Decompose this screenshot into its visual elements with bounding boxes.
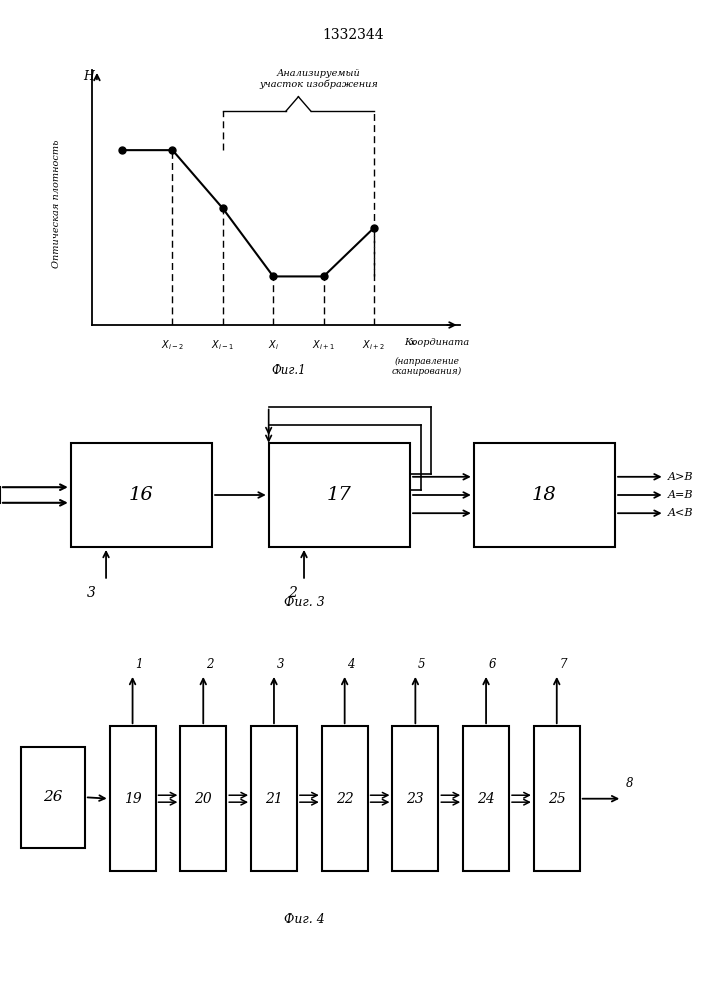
Text: 4: 4: [348, 658, 355, 671]
Text: A=B: A=B: [668, 490, 694, 500]
Text: 19: 19: [124, 792, 141, 806]
Bar: [251, 726, 297, 871]
Text: 17: 17: [327, 486, 352, 504]
Bar: [180, 726, 226, 871]
Text: 7: 7: [560, 658, 567, 671]
Bar: [322, 726, 368, 871]
Bar: [71, 443, 212, 547]
Text: Анализируемый
участок изображения: Анализируемый участок изображения: [259, 69, 378, 89]
Bar: [463, 726, 509, 871]
Text: 6: 6: [489, 658, 496, 671]
Bar: [269, 443, 410, 547]
Text: H: H: [83, 70, 95, 83]
Text: 5: 5: [419, 658, 426, 671]
Text: 22: 22: [336, 792, 354, 806]
Bar: [392, 726, 438, 871]
Text: $X_{i+2}$: $X_{i+2}$: [363, 338, 385, 352]
Text: 1332344: 1332344: [322, 28, 385, 42]
Text: x: x: [404, 338, 416, 347]
Bar: [474, 443, 615, 547]
Text: 3: 3: [86, 586, 95, 600]
Text: Оптическая плотность: Оптическая плотность: [52, 139, 62, 268]
Text: 26: 26: [43, 790, 63, 804]
Bar: [21, 746, 85, 848]
Text: A>B: A>B: [668, 472, 694, 482]
Text: (направление
сканирования): (направление сканирования): [392, 357, 462, 376]
Text: 3: 3: [276, 658, 284, 671]
Text: Фиг. 4: Фиг. 4: [284, 913, 325, 926]
Text: $X_{i}$: $X_{i}$: [268, 338, 279, 352]
Text: 23: 23: [407, 792, 424, 806]
Text: 2: 2: [288, 586, 297, 600]
Text: 20: 20: [194, 792, 212, 806]
Text: 16: 16: [129, 486, 154, 504]
Text: 21: 21: [265, 792, 283, 806]
Text: Фиг.1: Фиг.1: [271, 364, 305, 377]
Bar: [534, 726, 580, 871]
Bar: [110, 726, 156, 871]
Text: $X_{i+1}$: $X_{i+1}$: [312, 338, 335, 352]
Text: 8: 8: [626, 777, 633, 790]
Text: 24: 24: [477, 792, 495, 806]
Text: $X_{i-2}$: $X_{i-2}$: [161, 338, 184, 352]
Text: Координата: Координата: [404, 338, 469, 347]
Text: 2: 2: [206, 658, 214, 671]
Text: $X_{i-1}$: $X_{i-1}$: [211, 338, 234, 352]
Text: 1: 1: [136, 658, 143, 671]
Text: 25: 25: [548, 792, 566, 806]
Text: A<B: A<B: [668, 508, 694, 518]
Text: 18: 18: [532, 486, 557, 504]
Text: Фиг. 3: Фиг. 3: [284, 596, 325, 609]
